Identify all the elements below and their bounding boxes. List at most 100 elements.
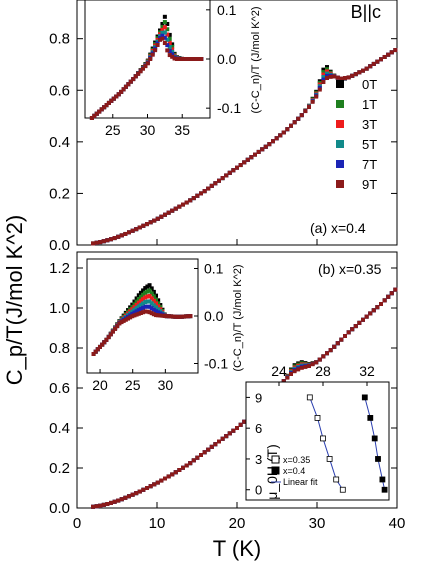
b-point (170, 472, 175, 477)
inset-b-point (147, 283, 152, 288)
inset-b-point (134, 306, 139, 311)
panel-b-label: (b) x=0.35 (318, 261, 382, 277)
a-point (137, 225, 142, 230)
inset-b-point (151, 307, 156, 312)
inset-a-point (123, 84, 128, 89)
b-point (159, 478, 164, 483)
a-point (209, 183, 214, 188)
inset-a-point (170, 54, 175, 59)
b-point (152, 482, 157, 487)
inset-a-point (162, 41, 167, 46)
inset-a-ytick-label: 0.0 (217, 51, 237, 67)
inset-b-point (143, 304, 148, 309)
a-point (217, 178, 221, 183)
inset-b-point (158, 313, 163, 318)
b-point (155, 480, 160, 485)
b-point (361, 317, 365, 322)
inset-b-point (162, 313, 167, 318)
a-point (127, 230, 131, 235)
a-point (155, 216, 160, 221)
a-point (299, 113, 304, 118)
inset-a-xtick-label: 30 (140, 122, 156, 138)
inset-a-point (126, 82, 131, 87)
a-point (292, 120, 297, 125)
b-point (382, 298, 387, 303)
inset-b-point (149, 296, 154, 301)
b-xtick-label: 10 (149, 515, 166, 532)
inset-a-ylabel: (C-C_n)/T (J/mol K^2) (250, 6, 262, 113)
inset-h-point (326, 456, 333, 462)
inset-b-point (95, 347, 100, 352)
inset-b-point (141, 297, 146, 302)
inset-b-xtick-label: 25 (125, 377, 141, 393)
a-point (278, 133, 283, 138)
inset-b-point (149, 301, 154, 306)
b-point (105, 502, 110, 506)
inset-h-xtick-label: 24 (271, 363, 287, 379)
inset-b-point (102, 340, 107, 345)
inset-a-point (148, 57, 153, 61)
inset-b-point (151, 289, 156, 294)
a-point (256, 149, 261, 154)
inset-a-point (119, 89, 124, 94)
inset-h-legend-marker (271, 466, 280, 475)
b-point (130, 492, 135, 497)
inset-a-point (138, 69, 143, 74)
legend-label: 7T (362, 157, 377, 172)
b-point (393, 287, 398, 292)
inset-b-ytick-label: 0.1 (204, 261, 224, 277)
a-point (148, 220, 153, 225)
a-ytick-label: 0.4 (49, 134, 70, 151)
inset-a-point (140, 66, 145, 71)
panel-a-label: (a) x=0.4 (310, 220, 366, 236)
inset-a-point (162, 20, 167, 25)
a-point (375, 59, 380, 64)
inset-b-xtick-label: 30 (158, 377, 174, 393)
a-point (325, 76, 329, 81)
panel-a-corner-label: B||c (351, 2, 381, 22)
inset-b-point (132, 310, 137, 315)
b-point (339, 337, 344, 342)
a-point (224, 173, 229, 178)
b-point (296, 367, 301, 372)
a-point (191, 196, 196, 201)
inset-h-point (367, 415, 374, 421)
a-point (393, 48, 398, 53)
a-point (199, 191, 203, 196)
b-point (101, 502, 106, 507)
inset-a-point (150, 52, 155, 57)
inset-b-point (106, 335, 111, 340)
inset-b-point (147, 293, 152, 298)
a-point (231, 168, 236, 173)
inset-b-point (138, 290, 143, 295)
inset-b-point (175, 314, 180, 319)
inset-b-point (145, 284, 150, 289)
inset-b-xtick-label: 20 (92, 377, 108, 393)
b-point (292, 369, 297, 374)
inset-b-ylabel: (C-C_n)/T (J/mol K^2) (232, 264, 244, 371)
b-point (371, 308, 376, 313)
inset-b-point (141, 288, 146, 293)
inset-h-legend-label: Linear fit (283, 477, 318, 487)
a-point (314, 94, 319, 99)
shared-ylabel: C_p/T(J/mol K^2) (2, 215, 27, 385)
b-point (163, 476, 167, 481)
inset-b-point (138, 311, 143, 316)
a-point (166, 210, 171, 215)
inset-b-point (134, 312, 139, 317)
inset-a-point (187, 57, 192, 61)
inset-b-point (138, 298, 143, 303)
b-point (123, 495, 128, 500)
inset-b-point (184, 314, 189, 319)
inset-b-point (158, 307, 163, 312)
inset-b-point (130, 309, 135, 314)
inset-b-point (132, 307, 137, 312)
inset-a-point (165, 27, 170, 32)
inset-a-point (128, 79, 133, 84)
a-point (321, 80, 326, 85)
inset-b-point (143, 309, 148, 314)
inset-a-point (172, 56, 177, 61)
inset-a-point (158, 37, 162, 42)
inset-b-point (154, 293, 159, 298)
inset-b-point (115, 324, 120, 329)
